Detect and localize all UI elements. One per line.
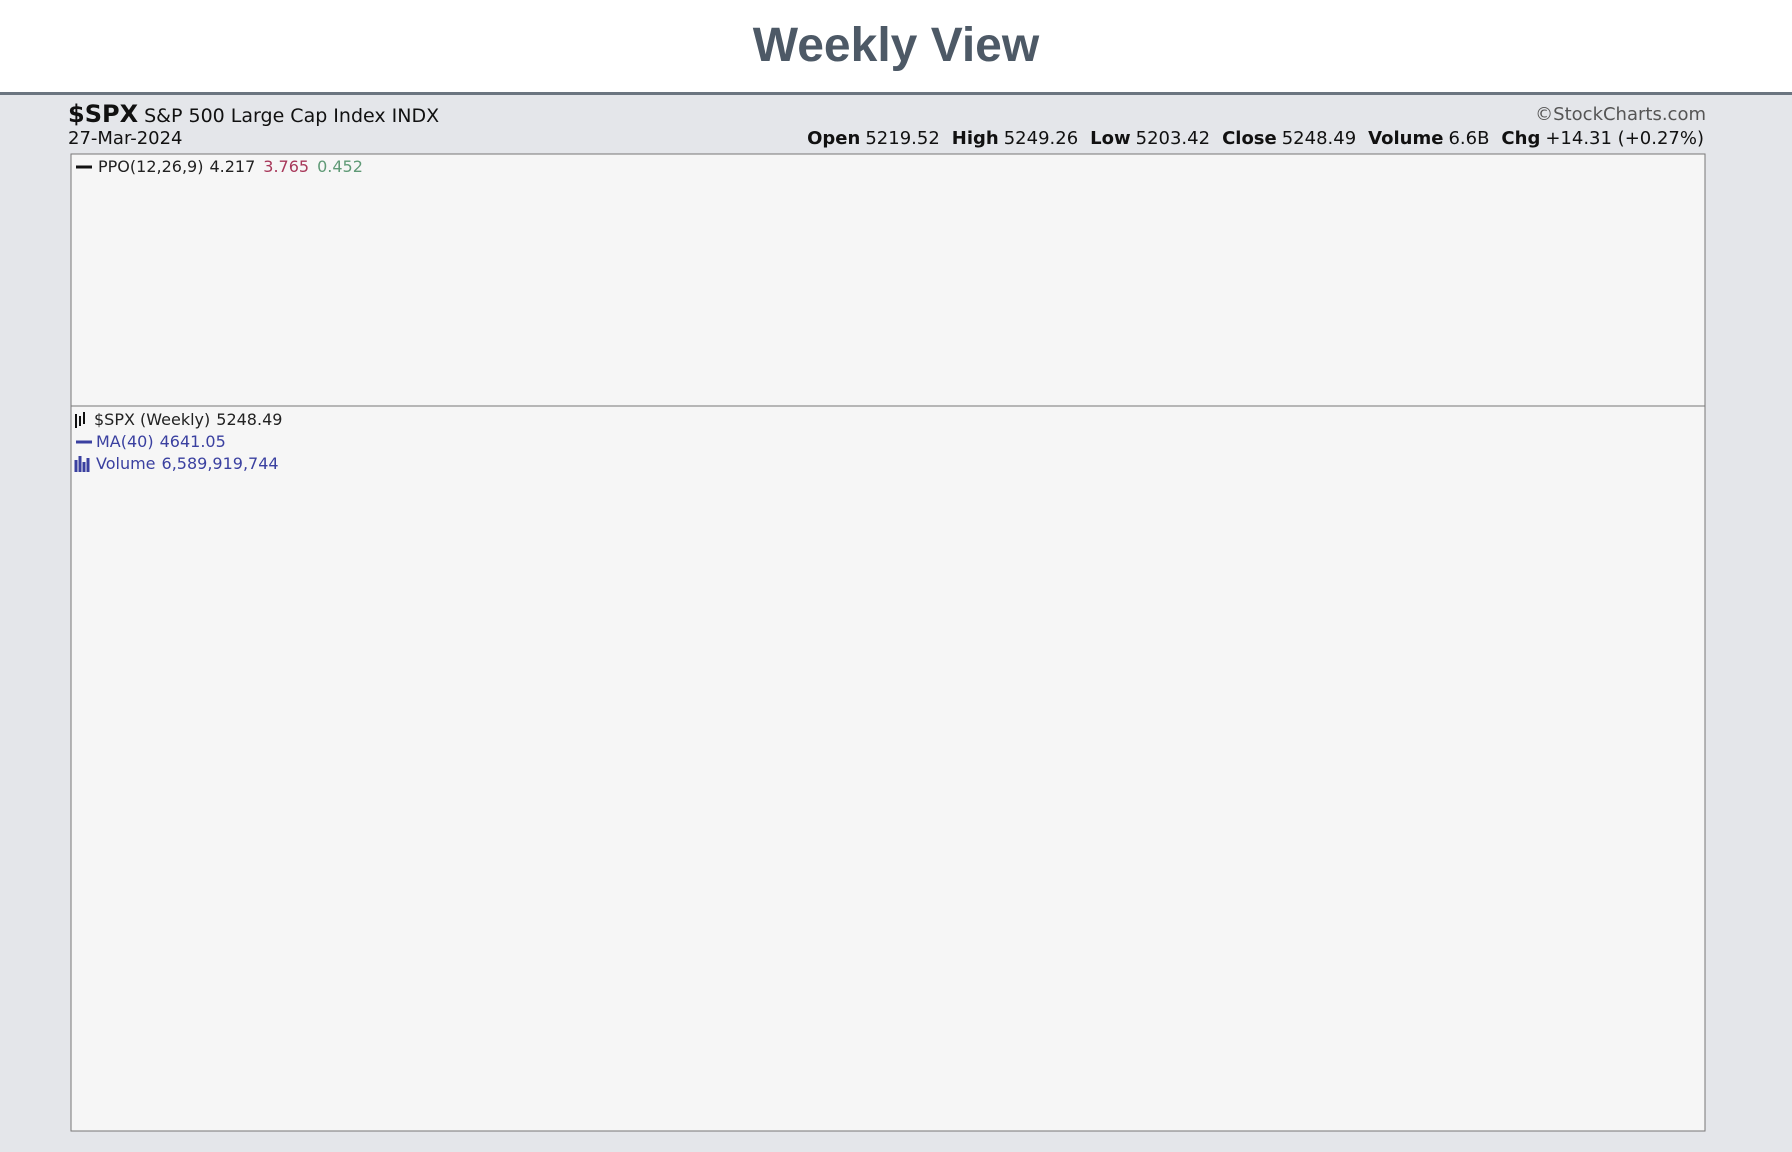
stat-label: Open (807, 128, 861, 149)
page-title: Weekly View (752, 19, 1040, 72)
symbol: $SPX (68, 100, 139, 128)
volume-legend-icon (74, 456, 90, 472)
volume-legend-value: 6,589,919,744 (162, 454, 279, 473)
price-legend-label: $SPX (Weekly) (94, 410, 210, 429)
ppo-legend: PPO(12,26,9) 4.217 3.765 0.452 (98, 157, 363, 176)
stat-label: Close (1222, 128, 1277, 149)
stat-value: 5249.26 (1003, 128, 1079, 149)
stat-label: Low (1090, 128, 1131, 149)
stat-label: Volume (1368, 128, 1444, 149)
stat-label: High (951, 128, 999, 149)
ppo-panel (70, 153, 1706, 407)
stat-value: 5219.52 (865, 128, 940, 149)
stat-label: Chg (1501, 128, 1541, 149)
price-legend-icon (75, 412, 85, 428)
price-panel (70, 405, 1706, 1132)
source: ©StockCharts.com (1535, 104, 1706, 125)
ppo-legend-value: 4.217 (209, 157, 255, 176)
ma-legend: MA(40) 4641.05 (96, 432, 226, 451)
stat-value: 6.6B (1448, 128, 1490, 149)
exchange: INDX (391, 105, 440, 127)
index-name: S&P 500 Large Cap Index (144, 105, 386, 127)
price-legend-value: 5248.49 (216, 410, 282, 429)
volume-legend-label: Volume (96, 454, 156, 473)
price-legend: $SPX (Weekly) 5248.49 (94, 410, 282, 429)
stats: Open 5219.52 High 5249.26 Low 5203.42 Close 524… (795, 128, 1704, 149)
hist-legend-value: 0.452 (317, 157, 363, 176)
stat-value: +14.31 (+0.27%) (1545, 128, 1704, 149)
ma-legend-label: MA(40) (96, 432, 154, 451)
stat-value: 5248.49 (1281, 128, 1357, 149)
date: 27-Mar-2024 (68, 128, 183, 149)
divider (0, 92, 1792, 95)
symbol-line: $SPX S&P 500 Large Cap Index INDX (68, 100, 439, 128)
ppo-legend-label: PPO(12,26,9) (98, 157, 203, 176)
stat-value: 5203.42 (1135, 128, 1211, 149)
ma-legend-value: 4641.05 (160, 432, 226, 451)
signal-legend-value: 3.765 (263, 157, 309, 176)
volume-legend: Volume 6,589,919,744 (96, 454, 279, 473)
